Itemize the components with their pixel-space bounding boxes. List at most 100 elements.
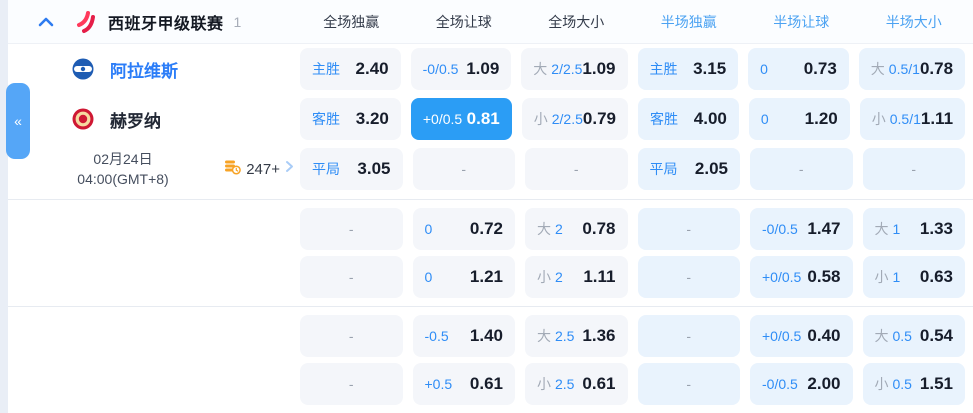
chevron-right-icon <box>285 160 294 178</box>
odds-label: 0.5/1 <box>889 111 921 127</box>
odds-row-cells: -0 1.21 小 2 1.11- +0/0.5 0.58 小 1 0.63 <box>300 256 973 298</box>
odds-row-cells: 平局 3.05- - 平局 2.05- - <box>300 148 973 190</box>
odds-label: 小 <box>537 269 551 285</box>
odds-cell[interactable]: 0 1.20 <box>748 98 850 140</box>
odds-value: 1.21 <box>469 267 503 286</box>
odds-label: 平局 <box>312 161 340 177</box>
odds-cell[interactable]: +0/0.5 0.40 <box>750 315 853 357</box>
odds-label: 0.5 <box>892 328 912 344</box>
league-header-left: 西班牙甲级联赛 1 <box>8 10 300 34</box>
odds-value: 1.36 <box>582 326 616 345</box>
odds-label: 0 <box>424 221 433 237</box>
odds-value: 1.09 <box>466 59 500 78</box>
odds-label: 客胜 <box>649 111 678 127</box>
odds-label: 0.5 <box>892 376 912 392</box>
odds-cell[interactable]: 客胜 4.00 <box>637 98 739 140</box>
odds-cell[interactable]: 大 2/2.5 1.09 <box>521 48 628 90</box>
odds-label: 客胜 <box>312 111 340 127</box>
odds-label: 小 <box>874 376 889 392</box>
empty-left-cell <box>8 312 300 360</box>
odds-cell[interactable]: 大 2 0.78 <box>525 208 628 250</box>
group-divider <box>8 199 973 200</box>
odds-value: 1.11 <box>583 267 616 286</box>
odds-cell-empty: - <box>862 148 965 190</box>
odds-cell[interactable]: 小 0.5/1 1.11 <box>859 98 966 140</box>
odds-label: 0 <box>760 61 768 77</box>
odds-label: 2 <box>555 221 563 237</box>
odds-label: 小 <box>874 269 889 285</box>
odds-label: 平局 <box>649 161 678 177</box>
collapse-sidebar-tab[interactable]: « <box>6 83 30 159</box>
odds-cell[interactable]: 0 1.21 <box>412 256 515 298</box>
empty-left-cell <box>8 205 300 253</box>
odds-cell[interactable]: +0.5 0.61 <box>412 363 515 405</box>
odds-cell[interactable]: -0/0.5 1.47 <box>750 208 853 250</box>
odds-label: +0/0.5 <box>762 269 802 285</box>
odds-cell[interactable]: -0/0.5 2.00 <box>750 363 853 405</box>
home-team-badge-icon <box>72 58 94 80</box>
odds-cell[interactable]: 小 2.5 0.61 <box>525 363 628 405</box>
odds-label: 大 <box>874 221 889 237</box>
odds-value: 1.47 <box>807 219 841 238</box>
odds-cell[interactable]: 大 0.5/1 0.78 <box>858 48 966 90</box>
odds-cell[interactable]: 小 2 1.11 <box>525 256 628 298</box>
match-info-cell: 02月24日 04:00(GMT+8) 247+ <box>8 144 300 194</box>
odds-cell[interactable]: 平局 2.05 <box>637 148 740 190</box>
odds-label: 1 <box>892 269 901 285</box>
odds-value: 0.40 <box>807 326 841 345</box>
league-title: 西班牙甲级联赛 <box>108 15 224 33</box>
column-header: 全场让球 <box>435 13 492 30</box>
odds-value: 4.00 <box>693 109 727 128</box>
odds-label: 小 <box>537 376 551 392</box>
odds-cell[interactable]: 小 2/2.5 0.79 <box>521 98 628 140</box>
odds-cell[interactable]: 大 2.5 1.36 <box>525 315 628 357</box>
odds-label: 大 <box>870 61 885 77</box>
league-logo-icon <box>76 10 96 34</box>
home-team-name[interactable]: 阿拉维斯 <box>110 61 178 81</box>
odds-cell[interactable]: 小 0.5 1.51 <box>862 363 965 405</box>
odds-label: +0/0.5 <box>762 328 802 344</box>
markets-coins-icon <box>224 159 242 180</box>
odds-label: 小 <box>533 111 548 127</box>
odds-cell[interactable]: 大 1 1.33 <box>862 208 965 250</box>
odds-cell[interactable]: +0/0.5 0.58 <box>750 256 853 298</box>
more-markets-link[interactable]: 247+ <box>224 159 294 180</box>
odds-label: 大 <box>533 61 548 77</box>
odds-cell[interactable]: 大 0.5 0.54 <box>862 315 965 357</box>
odds-value: 0.79 <box>582 109 616 128</box>
odds-cell-empty: - <box>300 208 403 250</box>
match-time: 04:00(GMT+8) <box>77 171 169 187</box>
odds-cell[interactable]: 客胜 3.20 <box>300 98 401 140</box>
odds-label: 2 <box>555 269 563 285</box>
odds-cell[interactable]: 0 0.73 <box>748 48 849 90</box>
match-date: 02月24日 <box>93 150 153 167</box>
odds-cell-empty: - <box>637 208 740 250</box>
odds-cell-empty: - <box>525 148 628 190</box>
odds-label: +0/0.5 <box>422 111 463 127</box>
odds-value: 1.20 <box>804 109 838 128</box>
odds-cell-empty: - <box>300 315 403 357</box>
odds-cell[interactable]: 0 0.72 <box>412 208 515 250</box>
odds-value: 2.40 <box>355 59 389 78</box>
collapse-left-icon: « <box>14 113 22 129</box>
odds-cell-empty: - <box>300 363 403 405</box>
odds-row-cells: - -0.5 1.40 大 2.5 1.36- +0/0.5 0.40 大 0.5 0.54 <box>300 315 973 357</box>
odds-row: -0 1.21 小 2 1.11- +0/0.5 0.58 小 1 0.63 <box>8 253 973 301</box>
match-datetime: 02月24日 04:00(GMT+8) <box>48 149 198 190</box>
away-team-name[interactable]: 赫罗纳 <box>110 111 161 131</box>
away-team-cell: 赫罗纳 <box>8 94 300 144</box>
odds-cell[interactable]: -0.5 1.40 <box>412 315 515 357</box>
odds-value: 0.63 <box>919 267 953 286</box>
draw-row: 02月24日 04:00(GMT+8) 247+ <box>8 144 973 194</box>
league-match-count: 1 <box>233 13 242 30</box>
collapse-league-icon[interactable] <box>38 17 54 27</box>
odds-cell[interactable]: -0/0.5 1.09 <box>410 48 512 90</box>
odds-cell[interactable]: 主胜 2.40 <box>300 48 401 90</box>
odds-cell[interactable]: 主胜 3.15 <box>637 48 739 90</box>
odds-value: 0.81 <box>466 109 500 128</box>
odds-label: 2.5 <box>555 328 575 344</box>
group-divider <box>8 306 973 307</box>
odds-cell[interactable]: +0/0.5 0.81 <box>410 98 512 140</box>
odds-cell[interactable]: 小 1 0.63 <box>862 256 965 298</box>
odds-cell[interactable]: 平局 3.05 <box>300 148 403 190</box>
